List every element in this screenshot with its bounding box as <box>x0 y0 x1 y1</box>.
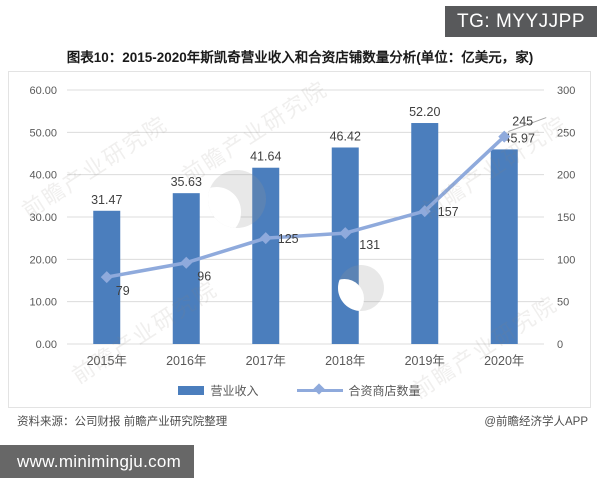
line-value-label: 245 <box>512 115 533 129</box>
line-marker <box>100 271 113 284</box>
bar-value-label: 31.47 <box>91 193 122 207</box>
left-axis-tick: 40.00 <box>29 170 57 182</box>
line-value-label: 131 <box>359 238 380 252</box>
left-axis-tick: 10.00 <box>29 297 57 309</box>
right-axis-tick: 250 <box>557 127 575 139</box>
left-axis-tick: 60.00 <box>29 85 57 97</box>
line-marker <box>259 232 272 245</box>
right-axis-tick: 50 <box>557 297 569 309</box>
line-marker <box>339 227 352 240</box>
website-bar[interactable]: www.minimingju.com <box>0 445 194 478</box>
footer-row: 资料来源：公司财报 前瞻产业研究院整理 @前瞻经济学人APP <box>17 413 588 429</box>
bar-2018年 <box>331 147 359 344</box>
bar-value-label: 52.20 <box>409 105 440 119</box>
bar-value-label: 46.42 <box>330 129 361 143</box>
source-note: 资料来源：公司财报 前瞻产业研究院整理 <box>17 416 228 428</box>
line-value-label: 79 <box>116 284 130 298</box>
line-marker <box>498 130 511 143</box>
line-swatch-icon <box>296 382 343 395</box>
legend: 营业收入 合资商店数量 <box>9 376 590 404</box>
right-axis-tick: 150 <box>557 212 575 224</box>
bar-2020年 <box>490 149 518 344</box>
line-series <box>106 135 506 279</box>
bar-swatch-icon <box>178 385 205 395</box>
left-axis-tick: 20.00 <box>29 254 57 266</box>
x-axis-label: 2019年 <box>405 354 445 368</box>
x-axis-label: 2018年 <box>325 354 365 368</box>
website-url[interactable]: www.minimingju.com <box>17 451 182 471</box>
right-axis-tick: 200 <box>557 170 575 182</box>
legend-item-revenue: 营业收入 <box>178 382 259 399</box>
left-axis-tick: 0.00 <box>36 339 57 351</box>
label-leader-line <box>508 117 547 133</box>
credit-note: @前瞻经济学人APP <box>484 416 588 428</box>
right-axis-tick: 300 <box>557 85 575 97</box>
legend-label-revenue: 营业收入 <box>210 383 259 398</box>
bar-value-label: 35.63 <box>171 175 202 189</box>
chart-panel: 0.00 0 10.00 50 20.00 100 30.00 150 40.00 200 50.0… <box>8 71 591 408</box>
left-axis-tick: 30.00 <box>29 212 57 224</box>
right-axis-tick: 0 <box>557 339 563 351</box>
tg-badge: TG: MYYJJPP <box>445 6 597 37</box>
x-axis-label: 2020年 <box>484 354 524 368</box>
line-marker <box>418 205 431 218</box>
line-value-label: 157 <box>438 205 459 219</box>
bar-2019年 <box>411 123 439 344</box>
line-marker <box>180 256 193 269</box>
x-axis-label: 2015年 <box>87 354 127 368</box>
bar-2017年 <box>252 167 280 344</box>
line-value-label: 96 <box>197 270 211 284</box>
chart-canvas: 0.00 0 10.00 50 20.00 100 30.00 150 40.00 200 50.0… <box>29 85 575 368</box>
legend-item-stores: 合资商店数量 <box>296 382 421 399</box>
bar-value-label: 41.64 <box>250 150 281 164</box>
right-axis-tick: 100 <box>557 254 575 266</box>
x-axis-label: 2016年 <box>166 354 206 368</box>
x-axis-label: 2017年 <box>246 354 286 368</box>
line-value-label: 125 <box>278 232 299 246</box>
legend-label-stores: 合资商店数量 <box>348 383 421 398</box>
bar-value-label: 45.97 <box>504 131 535 145</box>
chart-title: 图表10：2015-2020年斯凯奇营业收入和合资店铺数量分析(单位：亿美元，家… <box>66 50 534 65</box>
left-axis-tick: 50.00 <box>29 127 57 139</box>
